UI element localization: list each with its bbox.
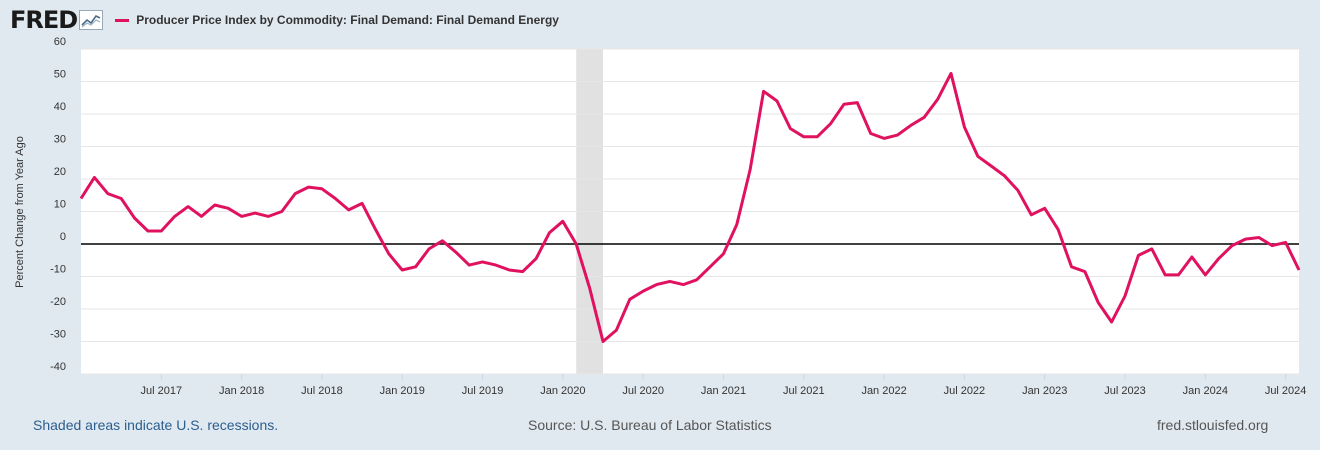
y-tick-label: -10 <box>50 264 66 276</box>
legend-label: Producer Price Index by Commodity: Final… <box>136 13 559 27</box>
x-tick-label: Jan 2018 <box>219 385 264 397</box>
x-tick-label: Jul 2022 <box>944 385 986 397</box>
y-tick-label: 30 <box>54 134 66 146</box>
x-tick-label: Jul 2024 <box>1265 385 1307 397</box>
chart-area: 60 50 40 30 20 10 0 -10 -20 -30 -40 Jul 2017 Jan 20… <box>14 36 1307 397</box>
y-tick-label: 50 <box>54 69 66 81</box>
legend-swatch <box>115 18 130 22</box>
x-tick-label: Jul 2021 <box>783 385 825 397</box>
x-tick-label: Jan 2024 <box>1183 385 1228 397</box>
y-tick-label: -40 <box>50 361 66 373</box>
logo-text: FRED <box>10 6 78 34</box>
y-tick-label: 0 <box>60 231 66 243</box>
x-tick-label: Jan 2021 <box>701 385 746 397</box>
x-tick-label: Jan 2019 <box>380 385 425 397</box>
chart-legend: Producer Price Index by Commodity: Final… <box>115 13 559 27</box>
y-tick-label: 20 <box>54 166 66 178</box>
chart-logo-icon <box>79 10 104 30</box>
header: FRED Producer Price Index by Commodity: … <box>10 6 559 34</box>
x-tick-label: Jan 2022 <box>861 385 906 397</box>
x-tick-label: Jan 2023 <box>1022 385 1067 397</box>
y-tick-label: -20 <box>50 296 66 308</box>
y-axis-label: Percent Change from Year Ago <box>14 136 26 288</box>
line-chart: 60 50 40 30 20 10 0 -10 -20 -30 -40 Jul 2017 Jan 20… <box>14 36 1307 397</box>
series-line-energy[interactable] <box>79 71 1301 343</box>
y-axis-ticks: 60 50 40 30 20 10 0 -10 -20 -30 -40 <box>50 36 66 373</box>
recession-note[interactable]: Shaded areas indicate U.S. recessions. <box>33 417 279 433</box>
source-note: Source: U.S. Bureau of Labor Statistics <box>528 417 772 433</box>
x-tick-label: Jul 2017 <box>141 385 183 397</box>
y-tick-label: -30 <box>50 329 66 341</box>
x-tick-label: Jul 2020 <box>622 385 664 397</box>
y-tick-label: 40 <box>54 101 66 113</box>
site-link[interactable]: fred.stlouisfed.org <box>1157 417 1269 433</box>
y-tick-label: 60 <box>54 36 66 48</box>
x-axis-ticks: Jul 2017 Jan 2018 Jul 2018 Jan 2019 Jul 2019… <box>141 374 1307 397</box>
x-tick-label: Jul 2023 <box>1104 385 1146 397</box>
y-tick-label: 10 <box>54 199 66 211</box>
x-tick-label: Jul 2018 <box>301 385 343 397</box>
x-tick-label: Jan 2020 <box>540 385 585 397</box>
x-tick-label: Jul 2019 <box>462 385 504 397</box>
fred-logo[interactable]: FRED <box>10 6 104 34</box>
